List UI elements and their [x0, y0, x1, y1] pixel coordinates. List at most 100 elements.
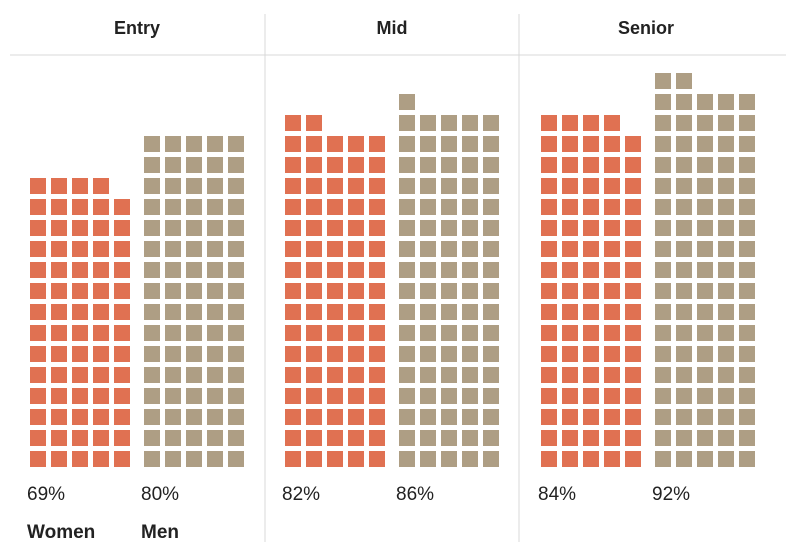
- waffle-cell: [462, 262, 478, 278]
- waffle-cell: [306, 430, 322, 446]
- waffle-cell: [562, 241, 578, 257]
- waffle-cell: [165, 199, 181, 215]
- waffle-cell: [420, 136, 436, 152]
- waffle-cell: [72, 409, 88, 425]
- waffle-cell: [30, 199, 46, 215]
- waffle-cell: [604, 388, 620, 404]
- waffle-cell: [562, 451, 578, 467]
- waffle-cell: [718, 409, 734, 425]
- waffle-cell: [30, 262, 46, 278]
- waffle-cell: [165, 136, 181, 152]
- waffle-cell: [483, 283, 499, 299]
- waffle-cell: [583, 367, 599, 383]
- waffle-cell: [739, 262, 755, 278]
- waffle-cell: [348, 346, 364, 362]
- waffle-cell: [441, 283, 457, 299]
- waffle-cell: [285, 388, 301, 404]
- waffle-cell: [462, 451, 478, 467]
- waffle-cell: [348, 199, 364, 215]
- waffle-cell: [604, 304, 620, 320]
- waffle-cell: [186, 241, 202, 257]
- waffle-cell: [420, 241, 436, 257]
- waffle-cell: [441, 367, 457, 383]
- waffle-cell: [718, 115, 734, 131]
- waffle-cell: [541, 430, 557, 446]
- waffle-cell: [420, 451, 436, 467]
- waffle-cell: [462, 430, 478, 446]
- waffle-cell: [369, 346, 385, 362]
- waffle-cell: [739, 178, 755, 194]
- waffle-cell: [604, 115, 620, 131]
- waffle-cell: [483, 304, 499, 320]
- waffle-cell: [207, 409, 223, 425]
- waffle-cell: [114, 262, 130, 278]
- waffle-cell: [462, 136, 478, 152]
- waffle-cell: [207, 367, 223, 383]
- waffle-cell: [462, 304, 478, 320]
- waffle-cell: [420, 388, 436, 404]
- waffle-cell: [348, 409, 364, 425]
- waffle-cell: [541, 157, 557, 173]
- waffle-cell: [72, 367, 88, 383]
- waffle-cell: [228, 199, 244, 215]
- value-label: 86%: [396, 484, 434, 505]
- waffle-cell: [165, 241, 181, 257]
- waffle-cell: [625, 199, 641, 215]
- waffle-cell: [72, 220, 88, 236]
- waffle-cell: [207, 136, 223, 152]
- waffle-cell: [562, 178, 578, 194]
- waffle-cell: [186, 430, 202, 446]
- waffle-women-senior: [541, 115, 641, 467]
- waffle-cell: [285, 220, 301, 236]
- value-label: 84%: [538, 484, 576, 505]
- waffle-cell: [207, 283, 223, 299]
- waffle-cell: [348, 430, 364, 446]
- waffle-cell: [399, 94, 415, 110]
- waffle-men-senior: [655, 73, 755, 467]
- waffle-cell: [51, 199, 67, 215]
- waffle-cell: [114, 199, 130, 215]
- waffle-cell: [30, 241, 46, 257]
- waffle-cell: [399, 199, 415, 215]
- waffle-cell: [30, 409, 46, 425]
- waffle-cell: [228, 220, 244, 236]
- waffle-cell: [207, 241, 223, 257]
- waffle-cell: [441, 157, 457, 173]
- waffle-cell: [697, 136, 713, 152]
- waffle-cell: [186, 367, 202, 383]
- waffle-cell: [93, 409, 109, 425]
- waffle-cell: [72, 304, 88, 320]
- waffle-cell: [285, 409, 301, 425]
- waffle-cell: [441, 409, 457, 425]
- waffle-cell: [697, 283, 713, 299]
- waffle-cell: [186, 346, 202, 362]
- waffle-cell: [165, 409, 181, 425]
- waffle-cell: [369, 388, 385, 404]
- waffle-cell: [327, 304, 343, 320]
- waffle-cell: [541, 283, 557, 299]
- waffle-cell: [51, 430, 67, 446]
- waffle-cell: [655, 241, 671, 257]
- waffle-cell: [697, 94, 713, 110]
- waffle-cell: [93, 346, 109, 362]
- waffle-cell: [207, 325, 223, 341]
- waffle-cell: [72, 241, 88, 257]
- waffle-cell: [306, 304, 322, 320]
- waffle-cell: [739, 283, 755, 299]
- waffle-cell: [541, 115, 557, 131]
- waffle-cell: [51, 304, 67, 320]
- waffle-cell: [348, 157, 364, 173]
- waffle-cell: [30, 283, 46, 299]
- waffle-cell: [144, 283, 160, 299]
- waffle-cell: [165, 283, 181, 299]
- waffle-cell: [207, 346, 223, 362]
- waffle-cell: [51, 367, 67, 383]
- waffle-cell: [228, 346, 244, 362]
- waffle-cell: [114, 409, 130, 425]
- waffle-cell: [228, 409, 244, 425]
- waffle-cell: [369, 157, 385, 173]
- waffle-cell: [327, 388, 343, 404]
- waffle-cell: [228, 451, 244, 467]
- waffle-cell: [541, 220, 557, 236]
- waffle-cell: [483, 262, 499, 278]
